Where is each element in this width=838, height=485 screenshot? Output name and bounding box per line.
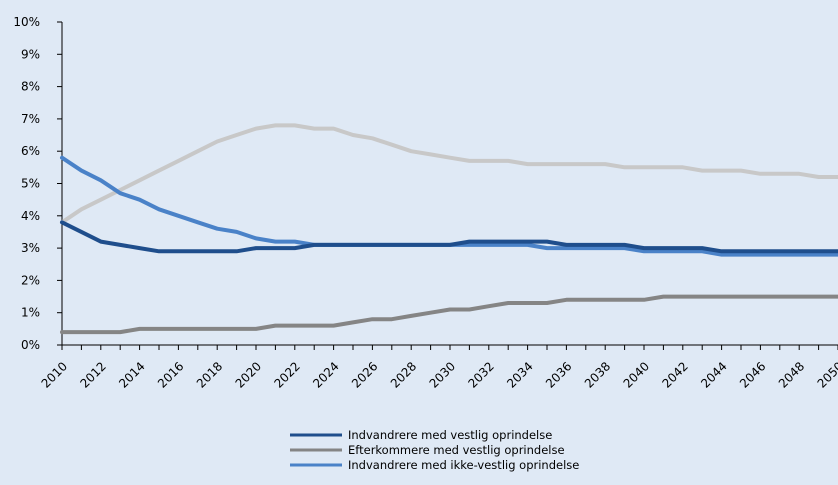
y-tick-labels: 0% 1% 2% 3% 4% 5% 6% 7% 8% 9% 10% xyxy=(13,15,40,352)
x-tick-label: 2016 xyxy=(155,359,186,390)
y-tick-label: 0% xyxy=(21,338,40,352)
y-tick-label: 2% xyxy=(21,273,40,287)
x-tick-label: 2050 xyxy=(815,359,838,390)
x-tick-labels: 2010 2012 2014 2016 2018 2020 2022 2024 2026 2028… xyxy=(39,359,838,390)
x-tick-label: 2042 xyxy=(659,359,690,390)
y-tick-label: 1% xyxy=(21,306,40,320)
x-tick-label: 2028 xyxy=(388,359,419,390)
legend-label-3: Indvandrere med ikke-vestlig oprindelse xyxy=(348,458,579,472)
axes xyxy=(57,21,838,350)
x-tick-label: 2046 xyxy=(737,359,768,390)
x-tick-label: 2022 xyxy=(271,359,302,390)
legend-label-2: Efterkommere med vestlig oprindelse xyxy=(348,443,565,457)
x-tick-label: 2032 xyxy=(465,359,496,390)
x-tick-label: 2024 xyxy=(310,359,341,390)
y-tick-label: 6% xyxy=(21,144,40,158)
legend: Indvandrere med vestlig oprindelseEfterk… xyxy=(290,428,579,472)
y-tick-label: 5% xyxy=(21,177,40,191)
y-tick-label: 8% xyxy=(21,80,40,94)
x-tick-label: 2020 xyxy=(233,359,264,390)
x-tick-label: 2038 xyxy=(582,359,613,390)
x-tick-label: 2044 xyxy=(698,359,729,390)
y-tick-label: 7% xyxy=(21,112,40,126)
series-line-4 xyxy=(60,123,838,225)
y-tick-label: 9% xyxy=(21,47,40,61)
y-tick-label: 4% xyxy=(21,209,40,223)
x-tick-label: 2048 xyxy=(776,359,807,390)
x-tick-label: 2040 xyxy=(621,359,652,390)
series-line-2 xyxy=(60,294,838,335)
y-tick-label: 3% xyxy=(21,241,40,255)
x-tick-label: 2030 xyxy=(427,359,458,390)
x-tick-label: 2036 xyxy=(543,359,574,390)
series-lines xyxy=(60,123,838,335)
x-tick-label: 2012 xyxy=(77,359,108,390)
x-tick-label: 2014 xyxy=(116,359,147,390)
series-line-1 xyxy=(60,220,838,254)
x-tick-label: 2034 xyxy=(504,359,535,390)
y-tick-label: 10% xyxy=(13,15,40,29)
x-tick-label: 2018 xyxy=(194,359,225,390)
legend-label-1: Indvandrere med vestlig oprindelse xyxy=(348,428,552,442)
x-tick-label: 2010 xyxy=(39,359,70,390)
x-tick-label: 2026 xyxy=(349,359,380,390)
